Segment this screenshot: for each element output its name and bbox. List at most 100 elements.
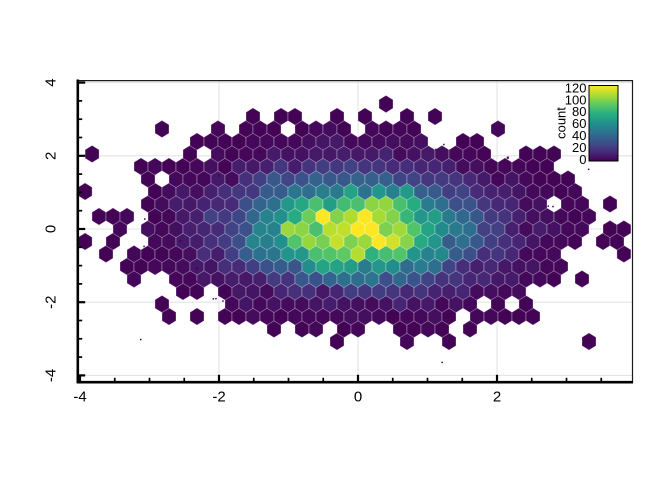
colorbar-tick-label: 20 (572, 140, 586, 155)
x-axis-labels: -4 -2 0 2 (73, 389, 501, 406)
outlier-dot (394, 143, 396, 146)
outlier-dot (314, 321, 316, 323)
outlier-dot (520, 271, 523, 273)
hex-cell (602, 194, 618, 214)
outlier-dot (180, 239, 182, 242)
outlier-dot (450, 298, 452, 300)
y-tick-label: 4 (43, 78, 60, 86)
outlier-dot (554, 269, 557, 271)
hex-cell (581, 332, 597, 351)
colorbar-tick-label: 80 (572, 104, 586, 119)
outlier-dot (178, 240, 181, 242)
outlier-dot (474, 296, 477, 299)
outlier-dot (547, 205, 549, 207)
outlier-dot (441, 361, 443, 364)
outlier-dot (470, 308, 472, 311)
outlier-dot (258, 139, 260, 141)
outlier-dot-layer (140, 139, 590, 364)
outlier-dot (299, 144, 302, 147)
y-tick-label: 2 (43, 152, 60, 160)
outlier-dot (546, 234, 549, 236)
hexbin-layer (78, 94, 632, 351)
outlier-dot (506, 156, 509, 159)
outlier-dot (474, 302, 477, 305)
outlier-dot (195, 280, 198, 283)
outlier-dot (185, 263, 187, 265)
hex-cell (189, 307, 205, 326)
y-axis-labels: 4 2 0 -2 -4 (43, 78, 60, 382)
colorbar-tick-label: 0 (579, 152, 586, 167)
hex-cell (78, 232, 93, 251)
x-tick-label: 2 (493, 389, 501, 406)
x-tick-label: 0 (354, 389, 362, 406)
x-tick-label: -2 (212, 389, 225, 406)
hex-cell (560, 169, 576, 189)
hex-cell (329, 107, 345, 126)
outlier-dot (154, 232, 157, 235)
y-tick-label: 0 (43, 225, 60, 233)
outlier-dot (544, 264, 546, 266)
hex-cell (154, 119, 170, 139)
colorbar-tick-label: 60 (572, 116, 586, 131)
hex-cell (245, 107, 261, 126)
outlier-dot (144, 218, 146, 220)
outlier-dot (166, 209, 169, 212)
hex-cell (378, 94, 394, 114)
colorbar-legend: 120 100 80 60 40 20 0 count (554, 80, 619, 167)
outlier-dot (559, 220, 562, 223)
outlier-dot (378, 315, 380, 318)
outlier-dot (161, 233, 163, 235)
outlier-dot (226, 154, 229, 157)
colorbar-gradient-bar (588, 85, 619, 162)
y-tick-label: -2 (43, 296, 60, 309)
colorbar-tick-label: 100 (565, 92, 587, 107)
outlier-dot (412, 314, 414, 316)
colorbar-title: count (554, 107, 569, 139)
outlier-dot (435, 148, 437, 151)
axis-frame-layer (76, 79, 634, 384)
outlier-dot (543, 236, 546, 238)
hex-cell (616, 219, 632, 239)
outlier-dot (180, 287, 183, 290)
outlier-dot (195, 267, 198, 270)
outlier-dot (143, 245, 145, 248)
hex-cell (287, 107, 303, 126)
outlier-dot (222, 300, 224, 302)
y-tick-label: -4 (43, 369, 60, 382)
outlier-dot (528, 251, 530, 254)
outlier-dot (578, 278, 581, 281)
outlier-dot (155, 162, 157, 164)
outlier-dot (215, 297, 217, 300)
outlier-dot (169, 178, 172, 180)
outlier-dot (495, 174, 497, 177)
outlier-dot (530, 299, 532, 301)
outlier-dot (519, 268, 521, 270)
colorbar-tick-label: 120 (565, 80, 587, 95)
x-tick-label: -4 (73, 389, 86, 406)
outlier-dot (224, 290, 226, 292)
outlier-dot (258, 150, 261, 153)
hex-cell (78, 182, 93, 201)
hex-cell (469, 132, 485, 151)
outlier-dot (276, 325, 279, 327)
hex-cell (427, 107, 443, 126)
outlier-dot (572, 183, 574, 185)
outlier-dot (443, 143, 445, 146)
hex-cell (490, 119, 506, 139)
hex-cell (119, 207, 135, 226)
hex-cell (357, 107, 373, 126)
outlier-dot (587, 168, 590, 171)
outlier-dot (193, 190, 195, 193)
hex-cell (84, 144, 100, 164)
outlier-dot (152, 239, 155, 241)
outlier-dot (217, 174, 220, 177)
hex-cell (210, 119, 226, 139)
colorbar-tick-label: 40 (572, 128, 586, 143)
hex-cell (399, 107, 415, 126)
outlier-dot (212, 298, 215, 300)
outlier-dot (140, 338, 142, 341)
outlier-dot (552, 205, 554, 208)
outlier-dot (509, 270, 512, 273)
